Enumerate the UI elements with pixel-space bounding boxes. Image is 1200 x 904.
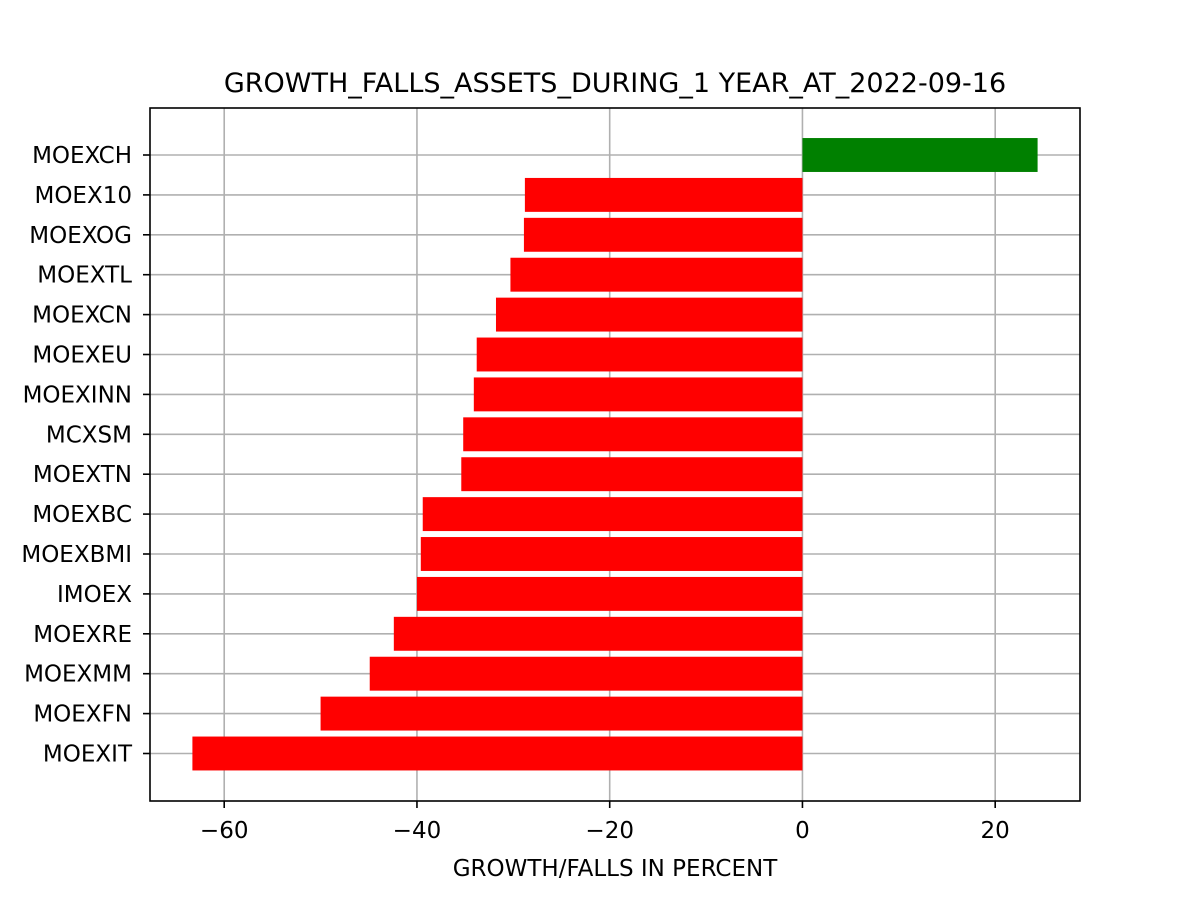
- bar-moexinn: [473, 377, 803, 412]
- y-axis-ticks: MOEXIT MOEXFN MOEXMM MOEXRE IMOEX MOEXBMI MOEX…: [21, 143, 150, 768]
- x-tick-label: −20: [585, 818, 634, 844]
- plot-frame: [149, 107, 1081, 802]
- x-axis-ticks: −60 −40 −20 0 20: [200, 801, 1010, 844]
- bar-moexeu: [476, 337, 803, 372]
- y-tick-label: IMOEX: [57, 582, 132, 608]
- y-tick-label: MCXSM: [46, 422, 132, 448]
- bar-moexcn: [495, 297, 803, 332]
- y-tick-label: MOEXCN: [32, 303, 132, 329]
- x-axis-label: GROWTH/FALLS IN PERCENT: [453, 856, 778, 882]
- bar-moexbc: [422, 497, 803, 532]
- x-tick-label: 0: [795, 818, 810, 844]
- x-tick-label: 20: [981, 818, 1010, 844]
- y-tick-label: MOEXFN: [33, 702, 132, 728]
- y-tick-label: MOEXEU: [32, 343, 132, 369]
- bar-moexch: [802, 138, 1038, 172]
- bar-moexit: [192, 736, 803, 771]
- y-tick-label: MOEXCH: [32, 143, 132, 169]
- y-tick-label: MOEXRE: [33, 622, 132, 648]
- y-tick-label: MOEXBC: [32, 502, 132, 528]
- y-tick-label: MOEXBMI: [21, 542, 132, 568]
- bar-moexbmi: [420, 537, 803, 571]
- chart-title: GROWTH_FALLS_ASSETS_DURING_1 YEAR_AT_202…: [224, 68, 1006, 99]
- bar-moexfn: [320, 696, 803, 731]
- y-tick-label: MOEXMM: [24, 662, 132, 688]
- bar-moexog: [523, 217, 803, 252]
- x-tick-label: −40: [393, 818, 442, 844]
- y-tick-label: MOEXINN: [23, 382, 132, 408]
- bar-moexmm: [369, 656, 803, 691]
- bar-moex10: [524, 177, 803, 212]
- bar-moextn: [461, 457, 803, 492]
- y-tick-label: MOEXTL: [37, 263, 132, 289]
- bar-imoex: [416, 576, 803, 611]
- y-tick-label: MOEX10: [34, 183, 132, 209]
- y-tick-label: MOEXIT: [43, 742, 133, 768]
- bar-moextl: [510, 257, 803, 292]
- x-tick-label: −60: [200, 818, 249, 844]
- bar-mcxsm: [463, 417, 803, 452]
- bar-moexre: [393, 616, 803, 651]
- bars: [192, 138, 1038, 771]
- y-tick-label: MOEXOG: [29, 223, 132, 249]
- y-tick-label: MOEXTN: [33, 462, 132, 488]
